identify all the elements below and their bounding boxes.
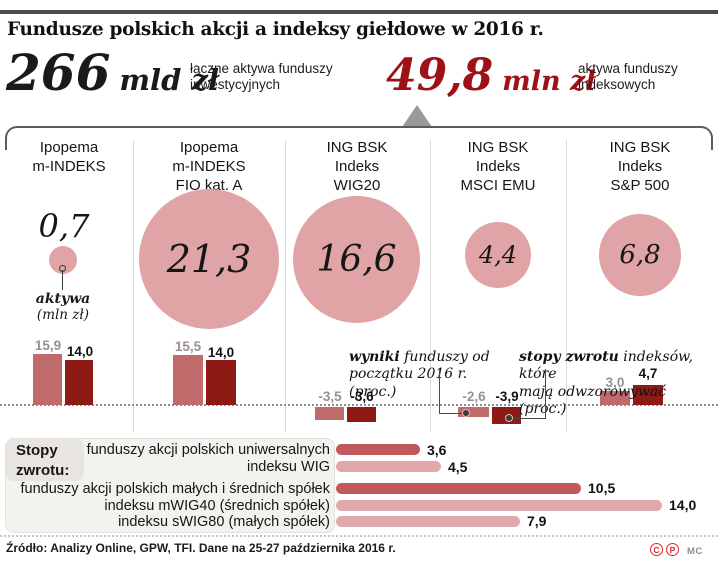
annotation-connector-line	[439, 369, 440, 414]
bar-label-index: 14,0	[66, 344, 94, 359]
fund-result-bar	[33, 354, 62, 405]
index-return-bar	[633, 385, 663, 405]
bar-label-index: 14,0	[207, 345, 235, 360]
stat-total-value: 266	[6, 43, 111, 102]
returns-row-label: indeksu WIG	[247, 459, 330, 475]
column-divider	[430, 140, 431, 432]
bar-label-index: 4,7	[638, 366, 658, 381]
footer-separator	[0, 535, 718, 537]
bar-label-fund: 15,5	[174, 339, 202, 354]
bar-label-fund: 3,0	[605, 375, 625, 390]
callout-triangle-icon	[402, 105, 432, 127]
fund-result-bar	[315, 407, 344, 420]
returns-row-label: funduszy akcji polskich uniwersalnych	[86, 442, 330, 458]
source-note: Źródło: Analizy Online, GPW, TFI. Dane n…	[6, 541, 396, 555]
zero-baseline	[0, 404, 718, 406]
index-return-bar	[65, 360, 93, 405]
bubble-note-lead: aktywa	[35, 291, 91, 307]
returns-bar	[336, 516, 520, 527]
annotation-fund-results: wyniki funduszy od początku 2016 r. (pro…	[349, 331, 499, 401]
bubble-value: 6,8	[619, 240, 661, 270]
bubble-value: 4,4	[478, 241, 518, 269]
stat-index-assets: 49,8 mln zł	[386, 54, 596, 98]
returns-panel-title: Stopy zwrotu:	[5, 438, 84, 481]
assets-bubble: 4,4	[465, 222, 531, 288]
returns-bar	[336, 444, 420, 455]
stat-total-label: łączne aktywa funduszy inwestycyjnych	[190, 61, 333, 92]
license-c-icon: C	[650, 543, 663, 556]
returns-row-label: funduszy akcji polskich małych i średnic…	[20, 481, 330, 497]
annotation-connector-line	[545, 369, 546, 419]
author-credit: MC	[687, 546, 703, 557]
fund-column-header: Ipopema m-INDEKS FIO kat. A	[172, 139, 246, 195]
column-divider	[133, 140, 134, 432]
annotation-lead: stopy zwrotu	[519, 348, 619, 365]
bar-label-index: -3,6	[350, 389, 374, 404]
bar-label-fund: 15,9	[34, 338, 62, 353]
fund-result-bar	[600, 391, 630, 405]
returns-row-value: 7,9	[527, 513, 547, 529]
stat-total-assets: 266 mld zł	[6, 48, 219, 98]
annotation-connector-dot	[462, 409, 470, 417]
returns-bar	[336, 461, 441, 472]
annotation-rest: funduszy od początku 2016 r. (proc.)	[349, 348, 490, 400]
returns-row-label: indeksu mWIG40 (średnich spółek)	[104, 498, 330, 514]
fund-result-bar	[458, 407, 489, 417]
annotation-rest: indeksów, które mają odwzorowywać (proc.…	[519, 348, 693, 418]
returns-row-value: 4,5	[448, 459, 468, 475]
bar-label-fund: -3,5	[318, 389, 342, 404]
index-return-bar	[347, 407, 376, 422]
returns-row-value: 10,5	[588, 480, 616, 496]
stat-index-label: aktywa funduszy indeksowych	[578, 61, 678, 92]
stat-index-unit: mln zł	[502, 66, 596, 97]
fund-column-header: ING BSK Indeks MSCI EMU	[460, 139, 536, 195]
page-title: Fundusze polskich akcji a indeksy giełdo…	[7, 19, 544, 40]
returns-bar	[336, 500, 662, 511]
license-p-icon: P	[666, 543, 679, 556]
index-return-bar	[206, 360, 236, 405]
bubble-value: 21,3	[166, 237, 252, 281]
returns-row-label: indeksu sWIG80 (małych spółek)	[118, 514, 330, 530]
bubble-value: 16,6	[316, 239, 397, 280]
stat-index-value: 49,8	[386, 50, 494, 101]
assets-bubble: 6,8	[599, 214, 681, 296]
returns-row-value: 3,6	[427, 442, 447, 458]
returns-row-value: 14,0	[669, 497, 697, 513]
bubble-note-unit: (mln zł)	[36, 307, 90, 323]
bar-label-index: -3,9	[495, 389, 519, 404]
assets-bubble: 21,3	[139, 189, 279, 329]
funds-group-bracket	[5, 126, 713, 150]
annotation-index-returns: stopy zwrotu indeksów, które mają odwzor…	[519, 331, 709, 419]
column-divider	[285, 140, 286, 432]
bar-label-fund: -2,6	[462, 389, 486, 404]
fund-column-header: Ipopema m-INDEKS	[32, 139, 106, 176]
top-rule	[0, 10, 718, 14]
annotation-connector-dot	[505, 414, 513, 422]
returns-bar	[336, 483, 581, 494]
column-divider	[566, 140, 567, 432]
annotation-connector-line	[514, 418, 546, 419]
annotation-lead: wyniki	[349, 348, 400, 365]
fund-column-header: ING BSK Indeks WIG20	[326, 139, 388, 195]
assets-bubble: 16,6	[293, 196, 420, 323]
fund-result-bar	[173, 355, 203, 405]
fund-column-header: ING BSK Indeks S&P 500	[609, 139, 671, 195]
annotation-connector-line	[439, 413, 465, 414]
bubble-value: 0,7	[38, 207, 90, 245]
note-connector-line	[62, 270, 63, 290]
stat-total-unit: mld zł	[119, 63, 220, 97]
